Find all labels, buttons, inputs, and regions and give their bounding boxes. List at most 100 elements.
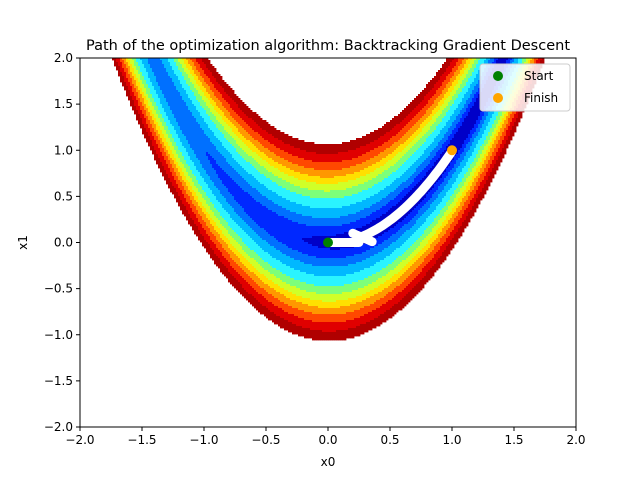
contour-cell [480,154,483,163]
contour-cell [412,182,415,189]
contour-cell [182,58,185,61]
contour-cell [256,114,259,125]
contour-cell [274,168,277,177]
contour-cell [420,280,423,291]
contour-cell [448,66,451,75]
contour-cell [222,264,225,275]
contour-cell [248,262,251,271]
contour-cell [236,122,239,129]
contour-cell [284,282,287,291]
contour-cell [414,116,417,125]
contour-cell [228,126,231,135]
contour-cell [408,230,411,239]
contour-cell [436,198,439,207]
contour-cell [458,58,461,67]
contour-cell [462,114,465,123]
contour-cell [450,240,453,251]
contour-cell [170,58,173,67]
contour-cell [326,144,329,155]
contour-cell [452,222,455,231]
contour-cell [378,138,381,147]
contour-cell [414,256,417,263]
contour-cell [386,204,389,213]
contour-cell [236,256,239,265]
contour-cell [146,72,149,85]
contour-cell [402,234,405,245]
contour-cell [396,304,399,313]
contour-cell [396,232,399,241]
contour-cell [206,196,209,205]
contour-cell [144,68,147,81]
contour-cell [350,204,353,215]
contour-cell [352,320,355,329]
contour-cell [360,316,363,325]
contour-cell [346,330,349,339]
contour-cell [372,212,375,221]
contour-cell [380,208,383,217]
contour-cell [260,174,263,185]
contour-cell [356,202,359,213]
contour-cell [446,84,449,93]
contour-cell [308,216,311,227]
contour-cell [214,68,217,79]
contour-cell [244,130,247,139]
contour-cell [208,94,211,101]
contour-cell [394,180,397,191]
contour-cell [210,248,213,259]
contour-cell [290,154,293,163]
contour-cell [186,210,189,221]
contour-cell [360,280,363,289]
contour-cell [468,190,471,197]
contour-cell [346,224,349,233]
contour-cell [390,308,393,319]
contour-cell [392,276,395,283]
contour-cell [190,192,193,201]
contour-cell [420,216,423,227]
contour-cell [314,144,317,153]
contour-cell [392,290,395,299]
contour-cell [420,250,423,257]
contour-cell [400,138,403,145]
contour-cell [208,176,211,189]
contour-cell [294,316,297,325]
contour-cell [216,256,219,267]
contour-cell [338,330,341,341]
contour-cell [284,264,287,275]
contour-cell [170,142,173,151]
contour-cell [308,160,311,169]
contour-cell [392,262,395,271]
contour-cell [482,180,485,189]
contour-cell [238,154,241,165]
contour-cell [136,78,139,87]
start-marker [323,237,333,248]
contour-cell [344,300,347,307]
contour-cell [232,196,235,209]
contour-cell [444,72,447,81]
contour-cell [242,190,245,209]
contour-cell [332,162,335,171]
contour-cell [250,118,253,129]
contour-cell [232,146,235,159]
contour-cell [384,150,387,159]
contour-cell [466,60,469,69]
contour-cell [210,130,213,143]
contour-cell [192,212,195,221]
contour-cell [410,266,413,275]
contour-cell [136,58,139,63]
contour-cell [202,58,205,63]
contour-cell [356,262,359,273]
contour-cell [406,160,409,171]
contour-cell [202,220,205,229]
contour-cell [206,124,209,137]
contour-cell [286,218,289,247]
contour-cell [272,202,275,213]
contour-cell [432,258,435,267]
contour-cell [344,258,347,267]
contour-cell [410,246,413,255]
contour-cell [280,280,283,289]
contour-cell [210,240,213,249]
contour-cell [436,72,439,83]
contour-cell [190,58,193,61]
contour-cell [302,272,305,283]
contour-cell [398,292,401,303]
